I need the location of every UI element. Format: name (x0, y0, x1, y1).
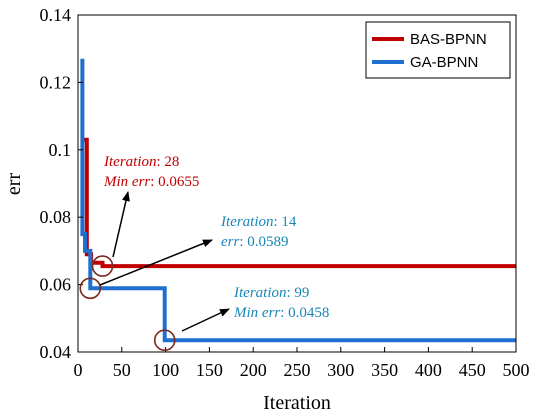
x-tick-label: 150 (196, 360, 223, 380)
annotation-text-line: Min err: 0.0458 (233, 305, 329, 321)
legend-label-ga-bpnn: GA-BPNN (410, 54, 478, 71)
x-tick-label: 50 (113, 360, 131, 380)
x-tick-label: 0 (74, 360, 83, 380)
annotation-arrow (112, 191, 130, 258)
x-tick-label: 350 (371, 360, 398, 380)
series-line-ga-bpnn (80, 58, 516, 343)
x-tick-label: 500 (503, 360, 530, 380)
legend: BAS-BPNN GA-BPNN (365, 21, 511, 79)
x-tick-label: 200 (240, 360, 267, 380)
legend-box (365, 21, 511, 79)
x-tick-label: 400 (415, 360, 442, 380)
x-tick-label: 250 (284, 360, 311, 380)
x-axis-title: Iteration (263, 392, 331, 414)
y-tick-label: 0.06 (40, 275, 72, 295)
y-axis-title: err (3, 173, 25, 196)
annotation-arrow (99, 239, 213, 286)
annotation-text-line: Iteration: 99 (233, 285, 309, 301)
x-tick-label: 300 (327, 360, 354, 380)
y-tick-label: 0.14 (40, 5, 72, 25)
annotation-marker-circle (91, 255, 114, 277)
annotation-text-line: Iteration: 14 (220, 214, 297, 230)
y-tick-label: 0.04 (40, 342, 72, 362)
y-tick-label: 0.12 (40, 72, 72, 92)
annotation-text-line: err: 0.0589 (221, 234, 289, 250)
annotation-text-line: Iteration: 28 (103, 154, 179, 170)
x-tick-label: 100 (152, 360, 179, 380)
x-tick-label: 450 (459, 360, 486, 380)
annotation-arrow (181, 308, 230, 332)
annotation-marker-circle (79, 277, 102, 300)
y-tick-label: 0.1 (49, 140, 72, 160)
annotation-text-line: Min err: 0.0655 (103, 174, 199, 190)
annotation-marker-circle (153, 329, 176, 352)
legend-label-bas-bpnn: BAS-BPNN (410, 31, 487, 48)
y-tick-label: 0.08 (40, 207, 72, 227)
